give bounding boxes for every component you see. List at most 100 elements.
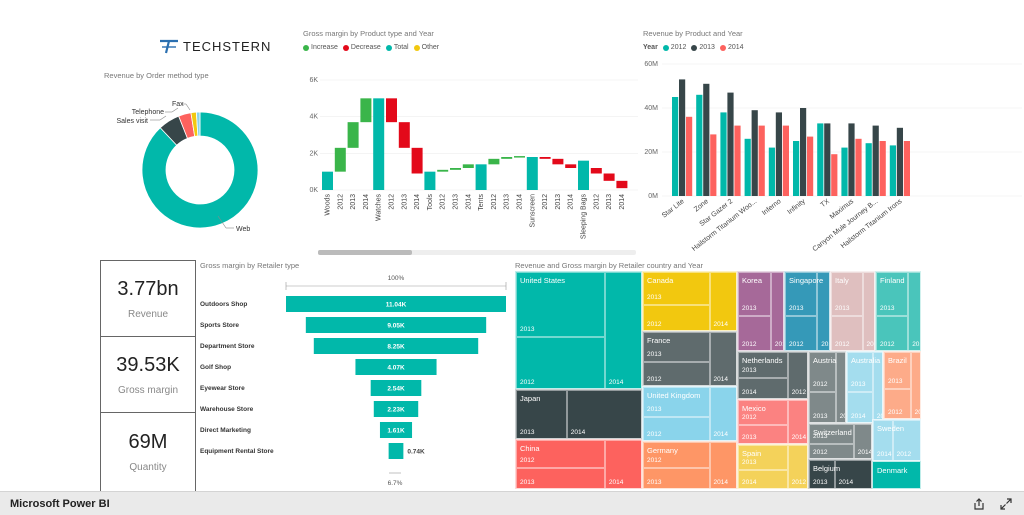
treemap-year-cell[interactable]: 2013 <box>516 390 567 438</box>
donut-slice-web[interactable] <box>141 111 259 229</box>
treemap-year-cell[interactable]: 2013 <box>809 460 835 488</box>
revenue-bar-2013[interactable] <box>896 127 903 196</box>
revenue-bar-2012[interactable] <box>817 123 824 196</box>
treemap-year-cell[interactable]: 2012 <box>876 316 909 350</box>
treemap-tile-japan[interactable]: Japan 2013 2014 <box>515 389 642 439</box>
treemap-year-cell[interactable]: 2012 <box>787 445 807 488</box>
revenue-bar-2014[interactable] <box>686 116 693 196</box>
waterfall-bar[interactable] <box>347 122 359 148</box>
treemap-year-cell[interactable]: 2014 <box>604 440 641 488</box>
treemap-year-cell[interactable]: 2014 <box>835 352 845 422</box>
waterfall-bar[interactable] <box>514 156 525 158</box>
waterfall-bar[interactable] <box>616 180 628 189</box>
treemap-year-cell[interactable]: 2013 <box>738 445 788 470</box>
funnel-bar[interactable] <box>305 317 487 333</box>
fullscreen-icon[interactable] <box>999 497 1013 511</box>
treemap-tile-austria[interactable]: Austria 2012 2013 2014 <box>808 351 846 423</box>
treemap-tile-finland[interactable]: Finland 2013 2012 2014 <box>875 271 921 351</box>
treemap-year-cell[interactable]: 2012 <box>831 316 863 350</box>
revenue-bar-2012[interactable] <box>768 147 775 196</box>
treemap-tile-belgium[interactable]: Belgium 2013 2014 <box>808 459 872 489</box>
revenue-bar-2012[interactable] <box>793 141 800 196</box>
legend-decrease[interactable]: Decrease <box>342 44 381 51</box>
funnel-bar[interactable] <box>388 443 404 459</box>
treemap-year-cell[interactable]: 2013 <box>643 468 710 488</box>
funnel-bar[interactable] <box>373 401 419 417</box>
funnel-bar[interactable] <box>370 380 422 396</box>
treemap-year-cell[interactable]: 2014 <box>709 442 736 488</box>
treemap-tile-switzerland[interactable]: Switzerland 2013 2012 2014 <box>808 423 872 459</box>
waterfall-bar[interactable] <box>462 164 474 168</box>
waterfall-bar[interactable] <box>526 157 538 190</box>
waterfall-bar[interactable] <box>603 173 615 181</box>
treemap-year-cell[interactable]: 2014 <box>738 469 788 488</box>
funnel-bar[interactable] <box>313 338 479 354</box>
treemap-year-cell[interactable]: 2012 <box>787 352 807 398</box>
card-revenue[interactable]: 3.77bn Revenue <box>100 260 196 337</box>
waterfall-bar[interactable] <box>539 157 551 159</box>
treemap-year-cell[interactable]: 2014 <box>908 272 920 350</box>
revenue-bar-2012[interactable] <box>720 112 727 196</box>
legend-2013[interactable]: 2013 <box>691 44 715 51</box>
waterfall-bar[interactable] <box>475 164 487 190</box>
treemap-year-cell[interactable]: 2013 <box>884 352 911 390</box>
waterfall-bar[interactable] <box>450 168 461 170</box>
treemap-year-cell[interactable]: 2012 <box>785 316 818 350</box>
treemap-tile-united-states[interactable]: United States 2013 2012 2014 <box>515 271 642 389</box>
treemap-year-cell[interactable]: 2013 <box>516 272 605 337</box>
treemap-tile-denmark[interactable]: Denmark <box>872 461 921 489</box>
treemap-year-cell[interactable]: 2012 <box>872 352 882 422</box>
funnel-bar[interactable] <box>286 296 506 312</box>
legend-2012[interactable]: 2012 <box>662 44 686 51</box>
waterfall-bar[interactable] <box>322 171 333 190</box>
card-gross-margin[interactable]: 39.53K Gross margin <box>100 336 196 413</box>
treemap-year-cell[interactable]: 2013 <box>809 424 854 444</box>
waterfall-bar[interactable] <box>437 169 449 172</box>
treemap-tile-netherlands[interactable]: Netherlands 2013 2014 2012 <box>737 351 808 399</box>
treemap-tile-brazil[interactable]: Brazil 2013 2012 2014 <box>883 351 921 419</box>
waterfall-bar[interactable] <box>565 164 577 168</box>
treemap-year-cell[interactable]: 2012 <box>809 443 854 458</box>
treemap-tile-korea[interactable]: Korea 2013 2012 2014 <box>737 271 784 351</box>
card-quantity[interactable]: 69M Quantity <box>100 412 196 491</box>
share-icon[interactable] <box>972 497 986 511</box>
treemap-year-cell[interactable]: 2013 <box>738 272 771 316</box>
treemap-year-cell[interactable]: 2014 <box>709 332 736 385</box>
treemap-year-cell[interactable]: 2014 <box>604 272 641 388</box>
waterfall-chart[interactable]: 6K 4K 2K 0K Woods 2012 2013 2014 Watches 2012 201… <box>300 72 640 260</box>
treemap-year-cell[interactable]: 2012 <box>643 417 710 440</box>
funnel-bar[interactable] <box>379 422 413 438</box>
treemap-year-cell[interactable]: 2013 <box>643 332 710 363</box>
treemap-year-cell[interactable]: 2012 <box>884 389 911 418</box>
treemap-tile-italy[interactable]: Italy 2013 2012 2014 <box>830 271 875 351</box>
treemap-year-cell[interactable]: 2012 <box>738 400 788 425</box>
treemap-year-cell[interactable]: 2014 <box>817 272 829 350</box>
treemap-year-cell[interactable]: 2013 <box>643 272 710 305</box>
treemap-year-cell[interactable]: 2014 <box>709 272 736 330</box>
revenue-bar-2014[interactable] <box>807 136 814 196</box>
revenue-bar-2013[interactable] <box>824 123 831 196</box>
revenue-bar-2013[interactable] <box>872 125 879 196</box>
revenue-bar-2014[interactable] <box>879 141 886 196</box>
funnel-chart[interactable]: 100% Outdoors Shop 11.04K Sports Store 9.05… <box>198 268 510 490</box>
revenue-bar-2012[interactable] <box>696 94 703 196</box>
donut-chart[interactable]: Telephone Sales visit Fax Web <box>100 90 280 240</box>
treemap-tile-mexico[interactable]: Mexico 2012 2013 2014 <box>737 399 808 444</box>
treemap-year-cell[interactable]: 2012 <box>643 305 710 330</box>
treemap-tile-spain[interactable]: Spain 2013 2014 2012 <box>737 444 808 489</box>
treemap-year-cell[interactable]: 2014 <box>566 390 641 438</box>
waterfall-bar[interactable] <box>411 147 423 174</box>
revenue-bar-2012[interactable] <box>672 97 679 196</box>
treemap-tile-united-kingdom[interactable]: United Kingdom 2013 2012 2014 <box>642 386 737 441</box>
treemap-year-cell[interactable]: 2013 <box>738 424 788 443</box>
treemap-year-cell[interactable]: 2012 <box>892 420 920 460</box>
treemap-tile-canada[interactable]: Canada 2013 2012 2014 <box>642 271 737 331</box>
revenue-bar-2013[interactable] <box>751 110 758 196</box>
revenue-bar-2013[interactable] <box>775 112 782 196</box>
treemap-year-cell[interactable]: 2012 <box>809 352 836 392</box>
treemap-year-cell[interactable]: 2014 <box>738 378 788 398</box>
treemap-year-cell[interactable]: 2014 <box>770 272 783 350</box>
treemap-year-cell[interactable]: 2012 <box>516 336 605 388</box>
treemap-tile-germany[interactable]: Germany 2012 2013 2014 <box>642 441 737 489</box>
